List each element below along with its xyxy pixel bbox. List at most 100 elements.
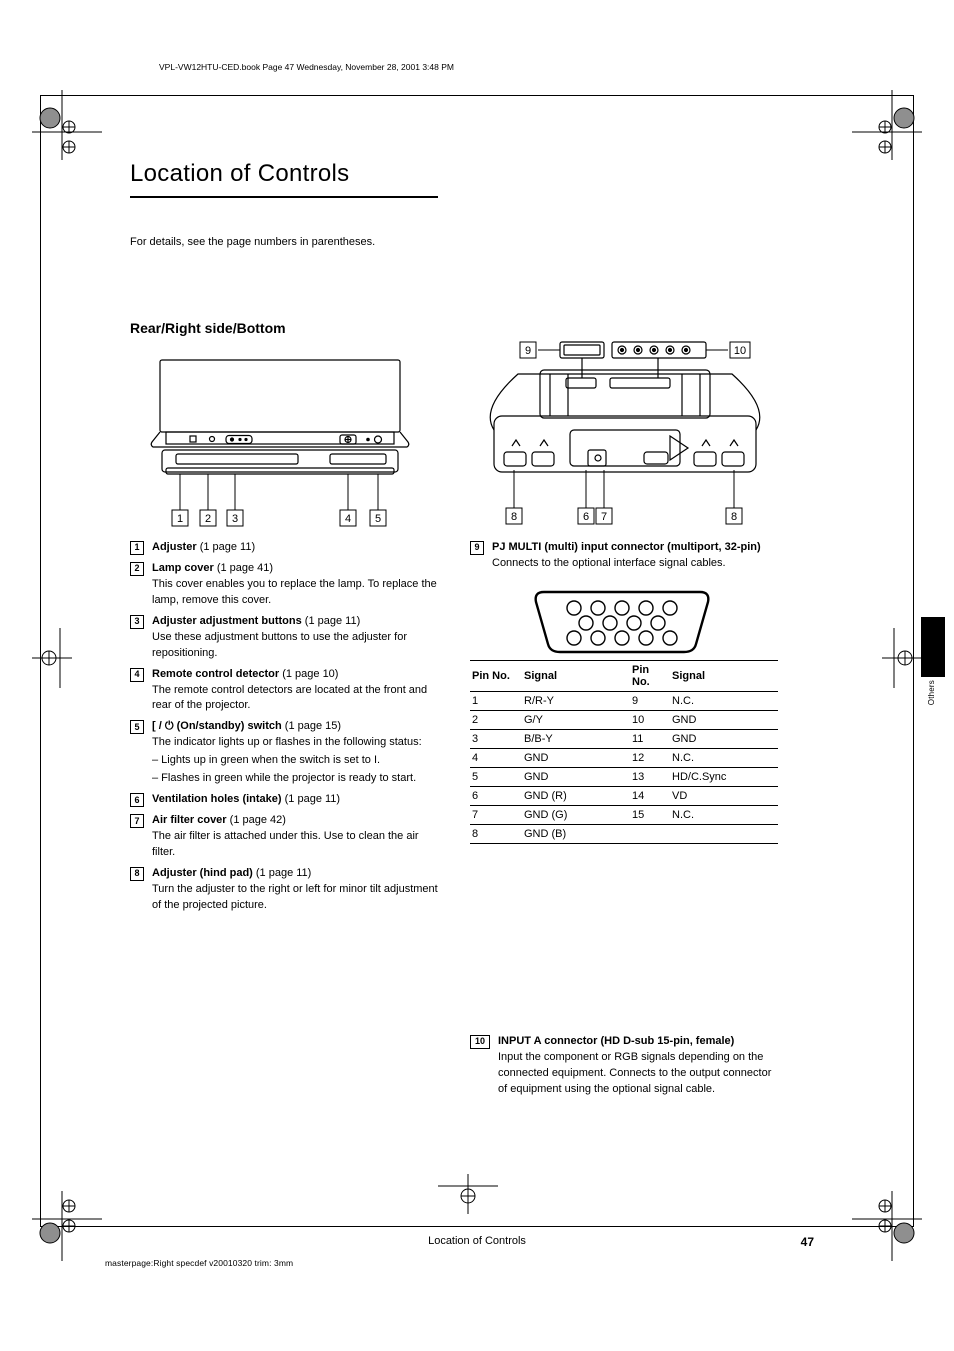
item-page-ref: (1 page 15)	[285, 720, 341, 732]
table-header: Pin No.	[630, 661, 670, 692]
item-8: 8 Adjuster (hind pad) (1 page 11) Turn t…	[130, 866, 440, 914]
registration-mark-top-left	[32, 90, 102, 160]
table-row: 1R/R-Y9N.C.	[470, 692, 778, 711]
item-number: 5	[130, 720, 144, 734]
table-cell: 4	[470, 749, 522, 768]
table-cell: G/Y	[522, 711, 630, 730]
item-subnote: – Flashes in green while the projector i…	[152, 771, 440, 787]
registration-mark-top-right	[852, 90, 922, 160]
item-desc: The indicator lights up or flashes in th…	[152, 735, 440, 751]
table-cell: GND	[522, 768, 630, 787]
item-page-ref: (1 page 11)	[285, 793, 340, 805]
section-intro: For details, see the page numbers in par…	[130, 235, 440, 251]
table-cell: 10	[630, 711, 670, 730]
registration-mark-bottom-right	[852, 1191, 922, 1261]
chapter-tab-label: Others	[927, 680, 936, 705]
item-9: 9 PJ MULTI (multi) input connector (mult…	[470, 540, 780, 572]
item-page-ref: (1 page 11)	[256, 867, 311, 879]
section-rule	[130, 196, 438, 198]
item-page-ref: (1 page 42)	[230, 814, 286, 826]
table-cell: GND (G)	[522, 806, 630, 825]
vga-connector-diagram	[532, 586, 712, 661]
figure-rear-side: 1 2 3 4 5	[130, 350, 430, 555]
rear-heading: Rear/Right side/Bottom	[130, 320, 286, 336]
table-row: 4GND12N.C.	[470, 749, 778, 768]
item-desc: Turn the adjuster to the right or left f…	[152, 882, 440, 914]
svg-text:2: 2	[205, 513, 211, 525]
item-desc: This cover enables you to replace the la…	[152, 577, 440, 609]
table-cell: GND	[670, 711, 778, 730]
item-title: PJ MULTI (multi) input connector (multip…	[492, 541, 761, 553]
table-row: 7GND (G)15N.C.	[470, 806, 778, 825]
table-cell: 13	[630, 768, 670, 787]
chapter-tab: Others	[921, 617, 945, 757]
item-desc: Use these adjustment buttons to use the …	[152, 630, 440, 662]
running-header: VPL-VW12HTU-CED.book Page 47 Wednesday, …	[159, 62, 454, 72]
svg-text:8: 8	[511, 511, 517, 523]
table-cell: 11	[630, 730, 670, 749]
item-number: 1	[130, 541, 144, 555]
table-cell: R/R-Y	[522, 692, 630, 711]
footer-title: Location of Controls	[428, 1235, 526, 1247]
item-number: 2	[130, 562, 144, 576]
center-mark-right	[882, 628, 922, 688]
table-cell	[670, 825, 778, 844]
vga-pin-table: Pin No. Signal Pin No. Signal 1R/R-Y9N.C…	[470, 660, 778, 844]
items-left-column: 1 Adjuster (1 page 11) 2 Lamp cover (1 p…	[130, 540, 440, 919]
page-footer: Location of Controls 47	[0, 1235, 954, 1247]
table-cell: N.C.	[670, 692, 778, 711]
table-cell: 5	[470, 768, 522, 787]
item-7: 7 Air filter cover (1 page 42) The air f…	[130, 813, 440, 861]
item-title: Lamp cover	[152, 562, 214, 574]
table-header: Signal	[670, 661, 778, 692]
table-cell: 8	[470, 825, 522, 844]
table-row: 2G/Y10GND	[470, 711, 778, 730]
center-mark-left	[32, 628, 72, 688]
table-header: Pin No.	[470, 661, 522, 692]
table-cell: HD/C.Sync	[670, 768, 778, 787]
svg-text:4: 4	[345, 513, 351, 525]
item-3: 3 Adjuster adjustment buttons (1 page 11…	[130, 614, 440, 662]
table-cell: B/B-Y	[522, 730, 630, 749]
item-page-ref: (1 page 11)	[305, 615, 360, 627]
svg-text:8: 8	[731, 511, 737, 523]
section-title: Location of Controls	[130, 160, 349, 188]
figure-bottom: 9 10 8 6 7 8	[470, 330, 780, 555]
item-subnote: – Lights up in green when the switch is …	[152, 753, 440, 769]
table-cell: 2	[470, 711, 522, 730]
item-title: Remote control detector	[152, 668, 279, 680]
item-10: 10 INPUT A connector (HD D-sub 15-pin, f…	[470, 1034, 780, 1103]
item-page-ref: (1 page 10)	[282, 668, 338, 680]
table-cell: 1	[470, 692, 522, 711]
item-number: 10	[470, 1035, 490, 1049]
item-number: 3	[130, 615, 144, 629]
item-title: Ventilation holes (intake)	[152, 793, 282, 805]
table-cell: GND	[670, 730, 778, 749]
item-5: 5 [ / ⏻ (On/standby) switch (1 page 15) …	[130, 719, 440, 787]
table-header: Signal	[522, 661, 630, 692]
item-number: 7	[130, 814, 144, 828]
center-mark-bottom	[438, 1174, 498, 1214]
table-row: 6GND (R)14VD	[470, 787, 778, 806]
footer-file-info: masterpage:Right specdef v20010320 trim:…	[105, 1258, 293, 1268]
page-number: 47	[801, 1235, 814, 1249]
table-cell: 7	[470, 806, 522, 825]
table-cell: 6	[470, 787, 522, 806]
item-desc: The remote control detectors are located…	[152, 683, 440, 715]
svg-text:3: 3	[232, 513, 238, 525]
item-number: 8	[130, 867, 144, 881]
table-row: 8GND (B)	[470, 825, 778, 844]
svg-text:10: 10	[734, 345, 746, 357]
table-cell: 3	[470, 730, 522, 749]
svg-text:9: 9	[525, 345, 531, 357]
svg-text:5: 5	[375, 513, 381, 525]
item-number: 4	[130, 668, 144, 682]
item-desc: Input the component or RGB signals depen…	[498, 1050, 780, 1098]
chapter-tab-block	[921, 617, 945, 677]
item-4: 4 Remote control detector (1 page 10) Th…	[130, 667, 440, 715]
item-2: 2 Lamp cover (1 page 41) This cover enab…	[130, 561, 440, 609]
svg-text:6: 6	[583, 511, 589, 523]
item-title: [ / ⏻ (On/standby) switch	[152, 720, 282, 732]
item-title: INPUT A connector (HD D-sub 15-pin, fema…	[498, 1035, 734, 1047]
table-cell: N.C.	[670, 806, 778, 825]
